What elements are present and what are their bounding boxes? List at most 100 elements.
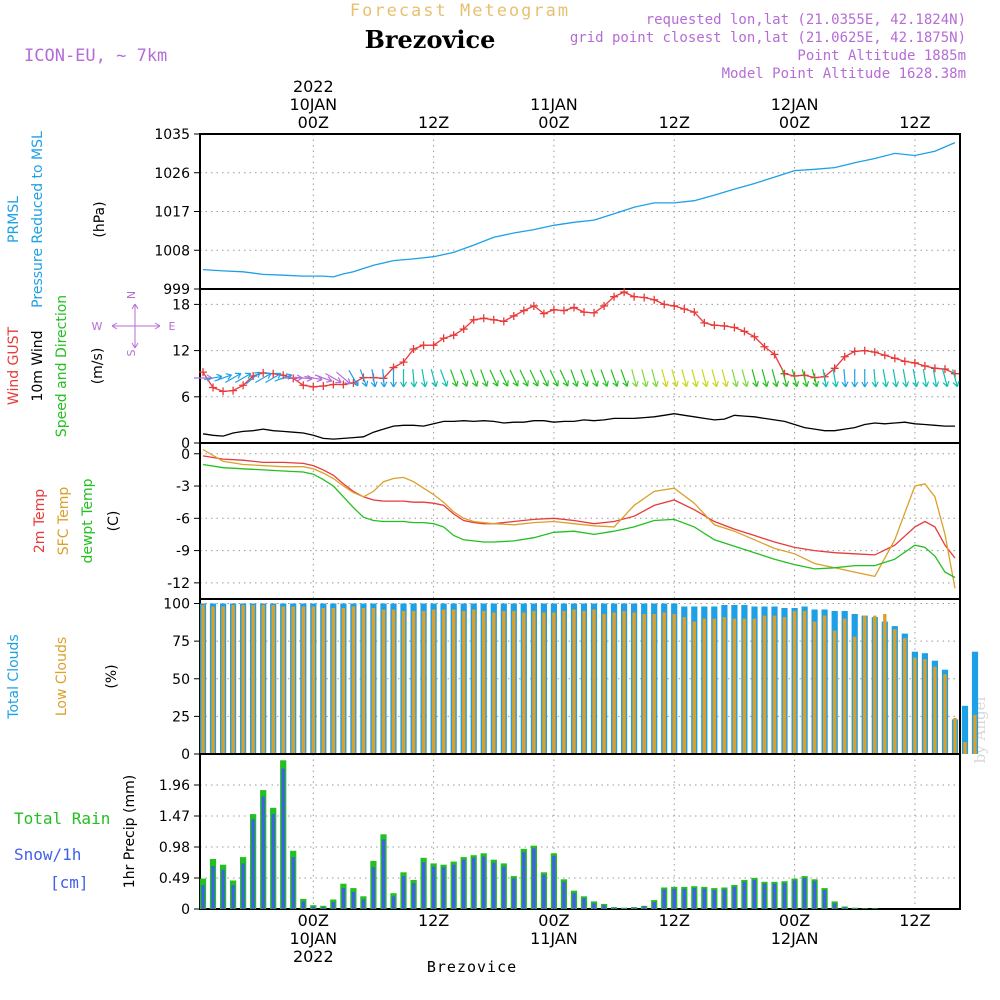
wind-ytick-label: 0 xyxy=(181,436,190,452)
wind-ylabel: 10m Wind xyxy=(30,330,46,401)
wind-arrow-shaft xyxy=(439,369,448,387)
precip-bar-snow-1h xyxy=(251,819,255,909)
precip-bar-snow-1h xyxy=(532,848,536,909)
time-label-top: 10JAN xyxy=(289,95,337,114)
wind-arrow xyxy=(861,369,869,388)
time-label-bottom: 12Z xyxy=(418,911,449,930)
clouds-bar-low-clouds xyxy=(812,621,817,754)
precip-bar-snow-1h xyxy=(391,896,396,909)
clouds-bar-low-clouds xyxy=(321,608,325,754)
temperature-ytick-label: -3 xyxy=(176,479,190,495)
clouds-bar-low-clouds xyxy=(492,612,496,754)
precip-bar-snow-1h xyxy=(351,891,356,909)
wind-arrow-shaft xyxy=(336,371,351,385)
time-label-top: 12Z xyxy=(659,113,690,132)
clouds-bar-low-clouds xyxy=(752,618,757,754)
precip-bar-snow-1h xyxy=(462,859,466,909)
precip-snow-unit: [cm] xyxy=(50,873,89,892)
wind-arrow-head xyxy=(420,381,428,388)
wind-gust-marker xyxy=(590,308,599,317)
wind-arrow-shaft xyxy=(590,369,598,387)
clouds-bar-low-clouds xyxy=(201,605,205,754)
wind-gust-marker xyxy=(880,351,889,360)
wind-arrow xyxy=(932,369,940,388)
wind-arrow-shaft xyxy=(245,371,261,385)
wind-panel: 0 6 12 18 Wind GUST 10m Wind Speed and Directi… xyxy=(6,288,961,452)
wind-gust-marker xyxy=(569,303,578,312)
wind-arrow-head xyxy=(562,380,569,387)
precip-rain-legend: Total Rain xyxy=(14,809,110,828)
wind-arrow-shaft xyxy=(711,369,718,387)
wind-arrow xyxy=(711,369,719,388)
wind-gust-marker xyxy=(449,331,458,340)
wind-arrow-head xyxy=(612,380,619,387)
precip-bar-snow-1h xyxy=(572,893,576,909)
wind-arrow-head xyxy=(275,372,282,379)
wind-arrow xyxy=(821,369,829,388)
pressure-ytick-label: 1017 xyxy=(154,205,190,221)
wind-arrow-shaft xyxy=(559,369,569,387)
precip-bar-snow-1h xyxy=(211,866,215,909)
wind-arrow-shaft xyxy=(801,369,808,387)
wind-arrow xyxy=(519,369,529,387)
wind-arrow xyxy=(590,369,599,387)
wind-arrow xyxy=(480,369,489,387)
precip-bar-snow-1h xyxy=(502,866,506,909)
clouds-bar-low-clouds xyxy=(923,659,927,754)
wind-arrow xyxy=(400,369,408,388)
precip-bar-snow-1h xyxy=(341,888,346,909)
wind-arrow xyxy=(580,369,589,387)
clouds-bar-low-clouds xyxy=(762,615,767,754)
precip-bar-total-rain xyxy=(871,908,878,909)
wind-gust-marker xyxy=(690,308,699,317)
wind-arrow-head xyxy=(522,380,529,387)
temperature-series-sfc-temp xyxy=(202,448,956,589)
wind-arrow xyxy=(902,369,910,388)
wind-gust-marker xyxy=(620,288,629,297)
wind-gust-marker xyxy=(700,318,709,327)
wind-arrow xyxy=(489,369,499,387)
clouds-bar-low-clouds xyxy=(782,617,787,754)
wind-arrow xyxy=(265,372,282,384)
wind-gust-marker xyxy=(760,342,769,351)
clouds-ytick-label: 100 xyxy=(163,597,190,613)
time-label-top: 00Z xyxy=(538,113,569,132)
clouds-bar-low-clouds xyxy=(351,606,356,754)
clouds-bar-low-clouds xyxy=(502,611,506,754)
wind-arrow xyxy=(559,369,569,387)
wind-series-10m-wind xyxy=(202,413,955,440)
wind-arrow xyxy=(348,369,359,387)
wind-arrow-shaft xyxy=(811,369,818,387)
compass-west: W xyxy=(92,320,103,333)
wind-arrow-shaft xyxy=(412,368,415,388)
wind-gust-marker xyxy=(429,341,438,350)
panels: 999 1008 1017 1026 1035 PRMSL Pressure Reduced… xyxy=(6,127,979,918)
wind-gust-marker xyxy=(319,382,328,391)
precip-bar-snow-1h xyxy=(612,907,616,909)
wind-arrow-shaft xyxy=(843,368,847,388)
wind-gust-marker xyxy=(640,293,649,302)
wind-gust-marker xyxy=(860,346,869,355)
wind-arrow xyxy=(410,368,418,388)
precip-bar-snow-1h xyxy=(833,903,837,909)
precip-frame xyxy=(199,753,961,910)
wind-arrow-head xyxy=(235,372,242,379)
precip-bar-total-rain xyxy=(851,907,858,909)
wind-arrow-shaft xyxy=(873,368,877,388)
wind-arrow-head xyxy=(265,372,272,379)
wind-arrow-shaft xyxy=(489,369,499,387)
wind-arrow-head xyxy=(451,380,459,387)
clouds-bar-low-clouds xyxy=(301,606,305,754)
precip-bar-snow-1h xyxy=(843,907,847,909)
wind-arrow xyxy=(761,369,769,388)
wind-gust-marker xyxy=(750,332,759,341)
time-label-top: 12Z xyxy=(418,113,449,132)
compass-north: N xyxy=(125,291,138,299)
temperature-ytick-label: 0 xyxy=(181,447,190,463)
clouds-panel: 0 25 50 75 100 Total Clouds Low Clouds (%) xyxy=(6,597,979,763)
station-title: Brezovice xyxy=(365,25,496,54)
wind-arrow-shaft xyxy=(274,374,292,382)
precip-bar-snow-1h xyxy=(722,889,727,909)
wind-arrow-head xyxy=(285,373,293,380)
precip-bar-snow-1h xyxy=(672,888,676,909)
